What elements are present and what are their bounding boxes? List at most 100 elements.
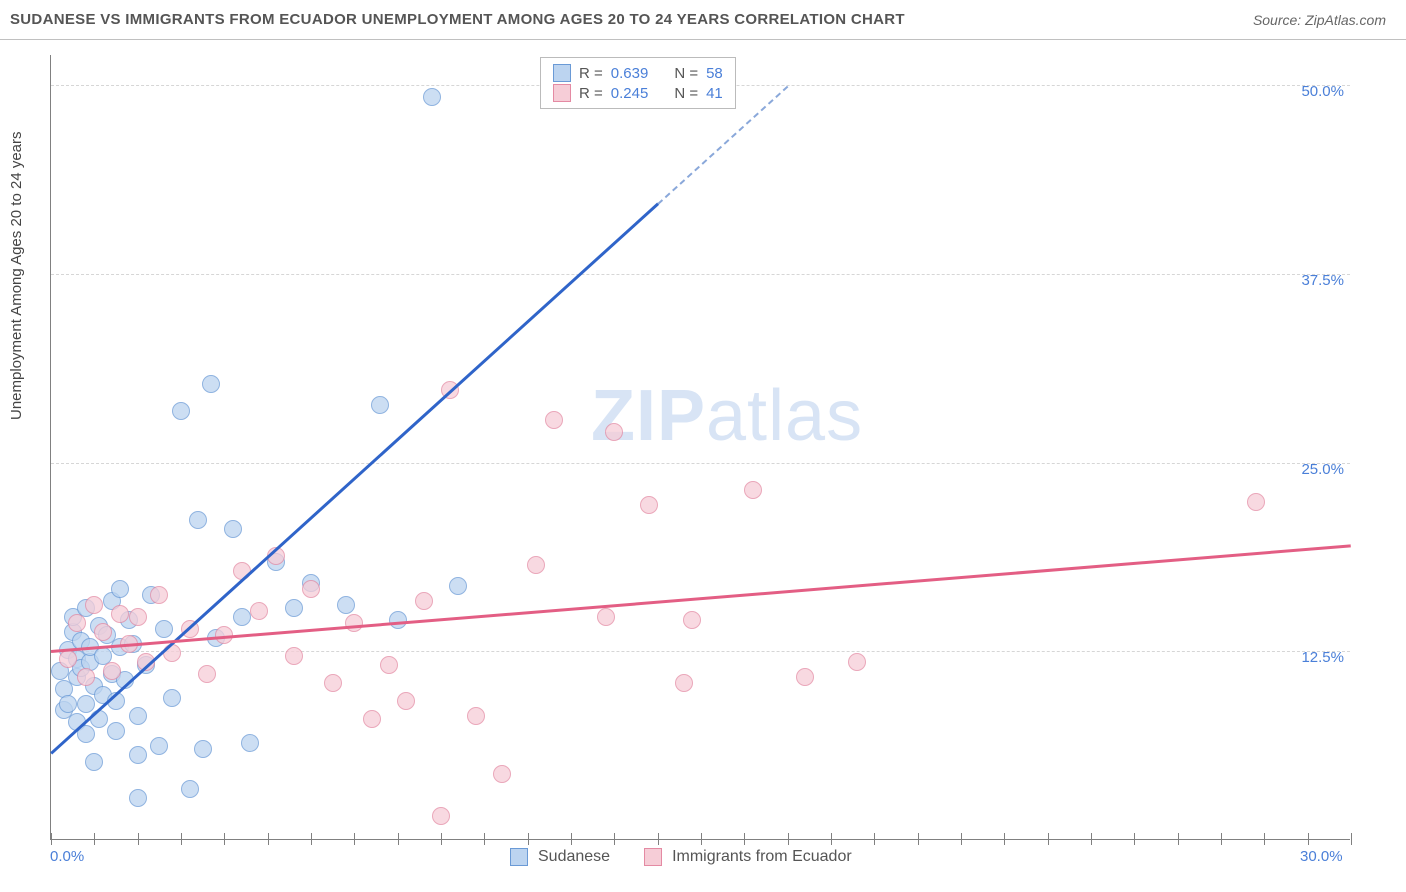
x-tick xyxy=(224,833,225,845)
data-point xyxy=(337,596,355,614)
legend-top: R = 0.639 N = 58 R = 0.245 N = 41 xyxy=(540,57,736,109)
legend-r-label: R = xyxy=(579,85,603,102)
x-tick xyxy=(528,833,529,845)
data-point xyxy=(111,580,129,598)
data-point xyxy=(103,662,121,680)
data-point xyxy=(202,375,220,393)
y-tick-label: 12.5% xyxy=(1301,649,1344,666)
x-tick xyxy=(918,833,919,845)
x-tick-label: 0.0% xyxy=(50,848,84,865)
gridline-h xyxy=(51,274,1350,275)
legend-r-value: 0.639 xyxy=(611,65,649,82)
x-tick xyxy=(94,833,95,845)
x-tick xyxy=(744,833,745,845)
legend-swatch xyxy=(553,84,571,102)
data-point xyxy=(380,656,398,674)
data-point xyxy=(640,496,658,514)
data-point xyxy=(683,611,701,629)
data-point xyxy=(467,707,485,725)
x-tick-label: 30.0% xyxy=(1300,848,1343,865)
y-axis-label: Unemployment Among Ages 20 to 24 years xyxy=(8,131,25,420)
x-tick xyxy=(181,833,182,845)
x-tick xyxy=(614,833,615,845)
watermark-light: atlas xyxy=(706,376,863,456)
x-tick xyxy=(831,833,832,845)
x-tick xyxy=(961,833,962,845)
data-point xyxy=(363,710,381,728)
x-tick xyxy=(571,833,572,845)
data-point xyxy=(324,674,342,692)
x-tick xyxy=(1091,833,1092,845)
legend-r-label: R = xyxy=(579,65,603,82)
watermark: ZIPatlas xyxy=(591,375,863,457)
data-point xyxy=(597,608,615,626)
x-tick xyxy=(354,833,355,845)
data-point xyxy=(172,402,190,420)
x-tick xyxy=(1134,833,1135,845)
legend-row: R = 0.639 N = 58 xyxy=(553,64,723,82)
data-point xyxy=(77,695,95,713)
data-point xyxy=(129,707,147,725)
legend-n-label: N = xyxy=(674,85,698,102)
data-point xyxy=(848,653,866,671)
x-tick xyxy=(441,833,442,845)
data-point xyxy=(493,765,511,783)
x-tick xyxy=(701,833,702,845)
x-tick xyxy=(1351,833,1352,845)
data-point xyxy=(129,746,147,764)
source-label: Source: ZipAtlas.com xyxy=(1253,12,1386,28)
data-point xyxy=(94,623,112,641)
data-point xyxy=(150,737,168,755)
data-point xyxy=(241,734,259,752)
chart-title: SUDANESE VS IMMIGRANTS FROM ECUADOR UNEM… xyxy=(10,11,905,28)
legend-n-label: N = xyxy=(674,65,698,82)
data-point xyxy=(85,753,103,771)
legend-row: R = 0.245 N = 41 xyxy=(553,84,723,102)
data-point xyxy=(397,692,415,710)
x-tick xyxy=(1264,833,1265,845)
data-point xyxy=(415,592,433,610)
data-point xyxy=(198,665,216,683)
gridline-h xyxy=(51,651,1350,652)
trend-line xyxy=(50,203,658,754)
data-point xyxy=(605,423,623,441)
x-tick xyxy=(874,833,875,845)
data-point xyxy=(545,411,563,429)
data-point xyxy=(744,481,762,499)
data-point xyxy=(107,722,125,740)
data-point xyxy=(796,668,814,686)
data-point xyxy=(194,740,212,758)
legend-label: Immigrants from Ecuador xyxy=(672,848,852,866)
data-point xyxy=(423,88,441,106)
x-tick xyxy=(51,833,52,845)
data-point xyxy=(371,396,389,414)
scatter-plot: ZIPatlas 12.5%25.0%37.5%50.0% xyxy=(50,55,1350,840)
legend-label: Sudanese xyxy=(538,848,610,866)
title-bar: SUDANESE VS IMMIGRANTS FROM ECUADOR UNEM… xyxy=(0,0,1406,40)
data-point xyxy=(449,577,467,595)
legend-n-value: 41 xyxy=(706,85,723,102)
legend-swatch xyxy=(553,64,571,82)
data-point xyxy=(59,695,77,713)
data-point xyxy=(432,807,450,825)
data-point xyxy=(59,650,77,668)
data-point xyxy=(250,602,268,620)
gridline-h xyxy=(51,463,1350,464)
x-tick xyxy=(1221,833,1222,845)
y-tick-label: 50.0% xyxy=(1301,83,1344,100)
data-point xyxy=(302,580,320,598)
legend-bottom: Sudanese Immigrants from Ecuador xyxy=(510,848,876,866)
legend-n-value: 58 xyxy=(706,65,723,82)
data-point xyxy=(129,608,147,626)
data-point xyxy=(68,614,86,632)
x-tick xyxy=(398,833,399,845)
data-point xyxy=(163,689,181,707)
data-point xyxy=(285,647,303,665)
x-tick xyxy=(138,833,139,845)
legend-r-value: 0.245 xyxy=(611,85,649,102)
data-point xyxy=(389,611,407,629)
data-point xyxy=(77,668,95,686)
data-point xyxy=(111,605,129,623)
x-tick xyxy=(484,833,485,845)
data-point xyxy=(233,608,251,626)
